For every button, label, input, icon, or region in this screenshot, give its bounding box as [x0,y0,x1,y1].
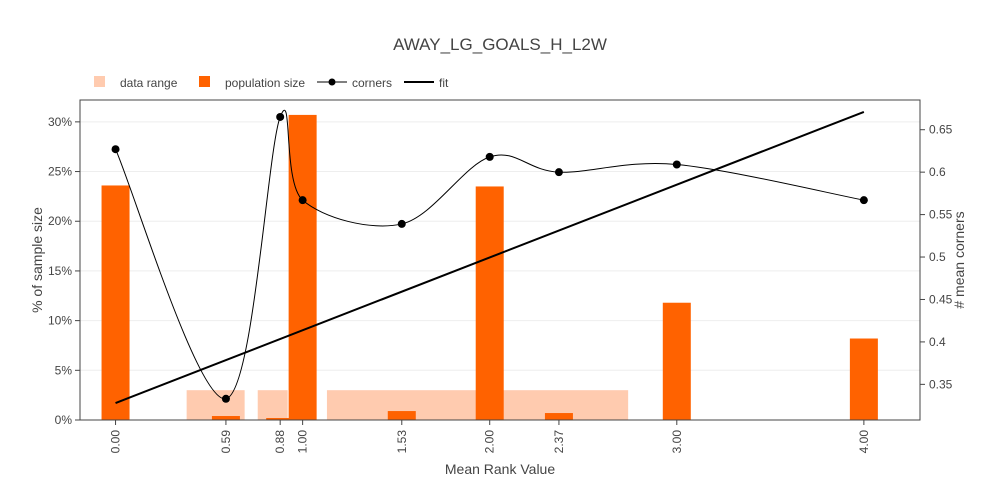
y-tick-label: 10% [48,314,72,328]
legend-item-fit[interactable]: fit [404,76,449,90]
legend-label-fit: fit [439,76,449,90]
legend-swatch-data-range [94,76,105,87]
y-tick-label: 0% [55,413,73,427]
legend-item-corners[interactable]: corners [317,76,392,90]
x-tick-label: 1.53 [395,430,409,454]
x-tick-label: 1.00 [296,430,310,454]
legend-label-population-size: population size [225,76,305,90]
fit-line-layer [115,110,865,404]
y-tick-label: 5% [55,363,73,377]
population-bar[interactable] [288,114,317,420]
data-range-bar[interactable] [257,390,288,420]
y-tick-label: 25% [48,165,72,179]
population-bar[interactable] [101,185,130,420]
x-tick-label: 0.00 [109,430,123,454]
legend-item-data-range[interactable]: data range [94,76,178,90]
y2-tick-label: 0.35 [929,377,953,391]
corners-point[interactable] [859,196,868,205]
corners-point[interactable] [298,196,307,205]
corners-point[interactable] [221,394,230,403]
population-bar[interactable] [544,413,573,420]
corners-point[interactable] [554,168,563,177]
y2-tick-label: 0.65 [929,123,953,137]
data-range-bar[interactable] [186,390,245,420]
population-bars [101,114,878,420]
corners-point[interactable] [672,160,681,169]
legend-swatch-population-size [199,76,210,87]
x-tick-label: 0.59 [219,430,233,454]
y2-axis-ticks: 0.35 0.4 0.45 0.5 0.55 0.6 0.65 [920,123,953,391]
legend-item-population-size[interactable]: population size [199,76,305,90]
population-bar[interactable] [387,411,416,420]
x-tick-label: 2.00 [483,430,497,454]
y2-tick-label: 0.5 [929,250,946,264]
legend-label-corners: corners [352,76,392,90]
x-axis-title: Mean Rank Value [445,461,555,477]
legend-marker-corners [328,78,336,86]
legend-label-data-range: data range [120,76,178,90]
corners-series [111,109,868,403]
y2-tick-label: 0.45 [929,292,953,306]
y2-axis-title: # mean corners [951,211,967,308]
x-axis-ticks: 0.00 0.59 0.88 1.00 1.53 2.00 2.37 3.00 4.00 [109,420,871,453]
y2-tick-label: 0.55 [929,208,953,222]
legend[interactable]: data range population size corners fit [94,76,449,90]
population-bar[interactable] [266,418,295,420]
x-tick-label: 3.00 [670,430,684,454]
fit-line [115,110,865,404]
corners-point[interactable] [397,219,406,228]
population-bar[interactable] [849,338,878,420]
y-tick-label: 30% [48,115,72,129]
y2-tick-label: 0.4 [929,335,946,349]
y-axis-title: % of sample size [29,207,45,313]
population-bar[interactable] [475,186,504,420]
corners-point[interactable] [111,145,120,154]
x-tick-label: 2.37 [552,430,566,454]
y2-tick-label: 0.6 [929,165,946,179]
population-bar[interactable] [662,302,691,420]
chart-title: AWAY_LG_GOALS_H_L2W [393,35,607,54]
corners-point[interactable] [485,152,494,161]
plot-area [79,99,921,421]
y-tick-label: 20% [48,214,72,228]
population-bar[interactable] [211,416,240,420]
x-tick-label: 4.00 [857,430,871,454]
y-axis-ticks: 0% 5% 10% 15% 20% 25% 30% [48,115,80,427]
y-tick-label: 15% [48,264,72,278]
data-range-bars [186,390,629,420]
x-tick-label: 0.88 [273,430,287,454]
corners-point[interactable] [276,112,285,121]
